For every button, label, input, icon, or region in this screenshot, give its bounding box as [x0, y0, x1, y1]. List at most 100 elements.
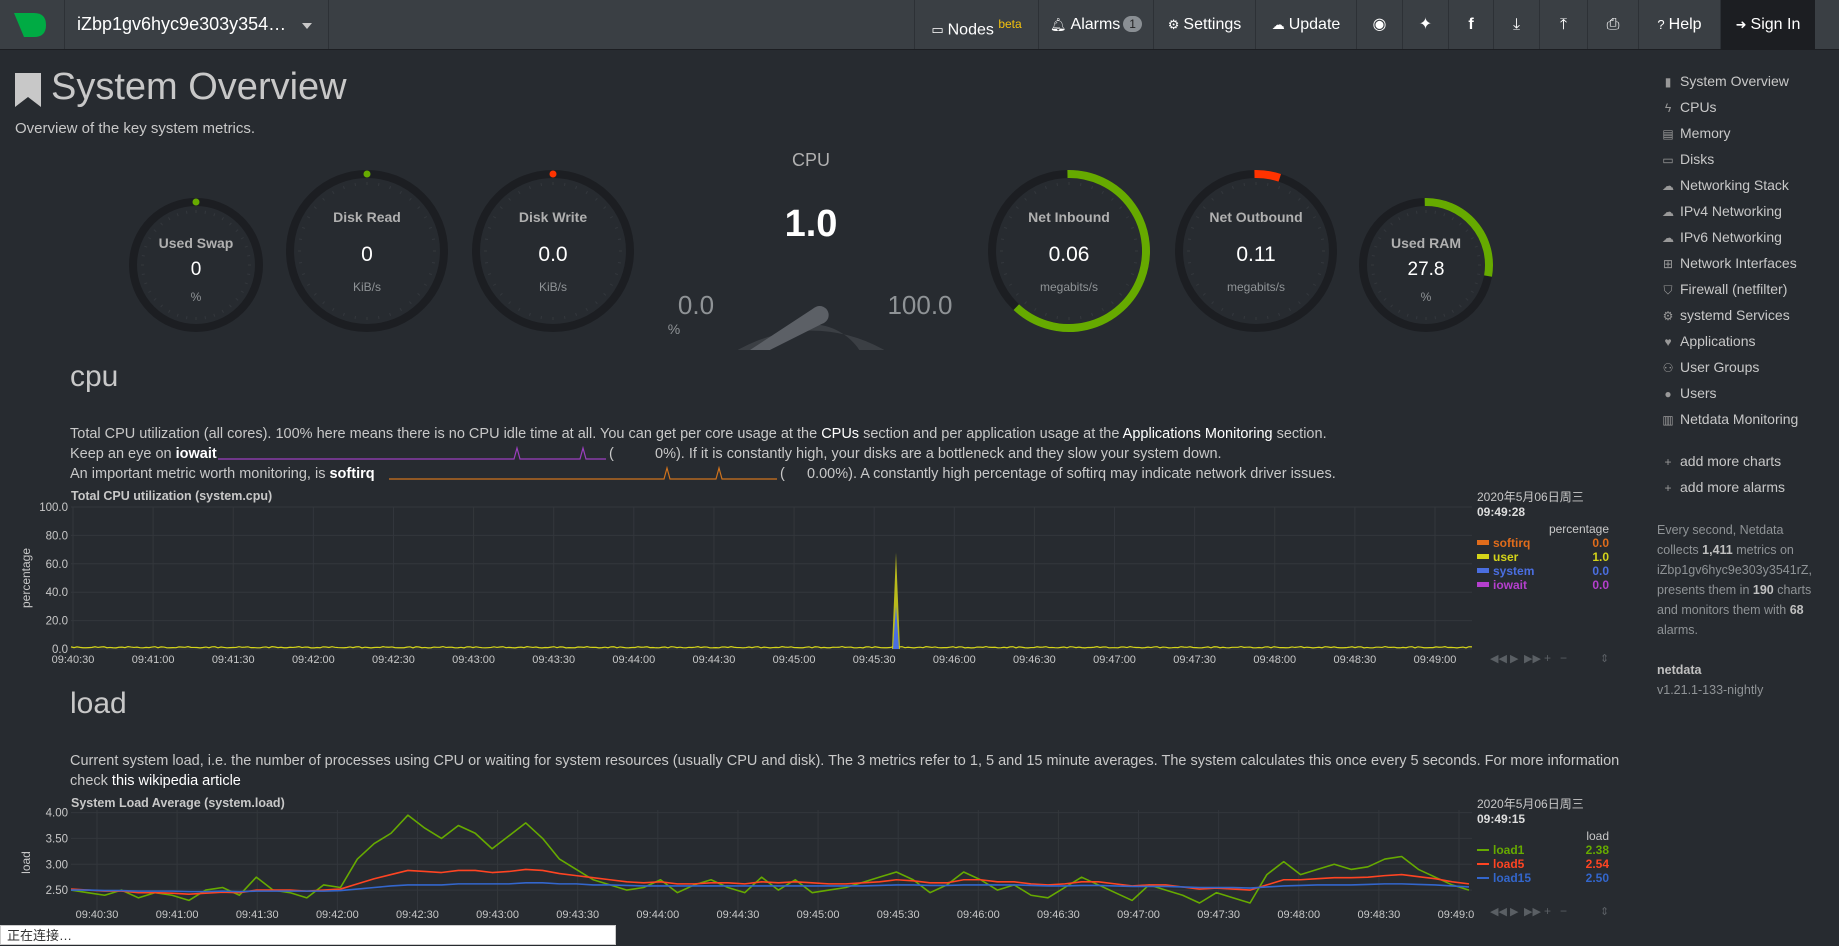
forward-icon[interactable]: ▶▶ [1524, 906, 1541, 918]
play-icon[interactable]: ▶ [1510, 906, 1519, 918]
net-inbound-gauge-label: Net Inbound [1028, 209, 1110, 225]
net-outbound-gauge-tick [1317, 273, 1322, 276]
net-outbound-gauge-tick [1298, 301, 1301, 305]
disk-read-gauge-tick [342, 185, 345, 190]
net-outbound-gauge-tick [1288, 307, 1291, 312]
forward-icon[interactable]: ▶▶ [1524, 653, 1541, 665]
cpu-legend-row-system[interactable]: system 0.0 [1477, 564, 1609, 578]
net-outbound-gauge-tick [1195, 216, 1200, 219]
disk-write-gauge-tick [563, 315, 566, 320]
legend-series-name: user [1477, 550, 1518, 564]
cpus-link[interactable]: CPUs [821, 426, 860, 442]
sidebar-item-system-overview[interactable]: ▮ System Overview [1660, 70, 1798, 96]
sidebar-item-firewall-netfilter[interactable]: ⛉ Firewall (netfilter) [1660, 278, 1798, 304]
cpu-legend-row-user[interactable]: user 1.0 [1477, 550, 1609, 564]
ram-gauge-tick [1465, 298, 1469, 301]
rewind-icon[interactable]: ◀◀ [1490, 653, 1507, 665]
resize-icon[interactable]: ⇕ [1600, 653, 1609, 665]
zoom-out-icon[interactable]: − [1560, 904, 1567, 918]
load-chart[interactable]: 4.00 3.50 3.00 2.50 09:40:30 09:41:00 09:41:30… [14, 800, 1474, 925]
cpu-legend-row-iowait[interactable]: iowait 0.0 [1477, 578, 1609, 592]
net-outbound-gauge-tick [1298, 197, 1301, 201]
print-icon: ⎙ [1606, 16, 1620, 33]
swap-gauge-tick [235, 298, 239, 301]
disk-read-gauge-tick [377, 182, 380, 187]
sidebar-version: netdata v1.21.1-133-nightly [1657, 660, 1763, 700]
net-outbound-gauge-tick [1278, 185, 1281, 190]
nodes-button[interactable]: ▭ Nodes beta [914, 0, 1038, 49]
twitter-icon: ✦ [1418, 16, 1433, 33]
download-button[interactable]: ⤓ [1493, 0, 1539, 49]
settings-button[interactable]: ⚙ Settings [1153, 0, 1255, 49]
netdata-logo-icon[interactable] [12, 12, 48, 38]
update-button[interactable]: ☁ Update [1255, 0, 1356, 49]
users-icon: ⚇ [1662, 361, 1674, 375]
net-outbound-gauge-arc [1254, 170, 1282, 182]
sidebar-item-ipv4-networking[interactable]: ☁ IPv4 Networking [1660, 200, 1798, 226]
sidebar-item-user-groups[interactable]: ⚇ User Groups [1660, 356, 1798, 382]
zoom-in-icon[interactable]: + [1544, 904, 1551, 918]
cpu-desc-text: section and per application usage at the [859, 426, 1123, 442]
ram-gauge-tick [1443, 313, 1446, 317]
cpu-chart-title: Total CPU utilization (system.cpu) [71, 489, 273, 503]
add-more-alarms-link[interactable]: + add more alarms [1660, 476, 1785, 502]
load-xtick-label: 09:41:00 [156, 909, 199, 921]
github-button[interactable]: ◉ [1356, 0, 1402, 49]
disk-write-gauge-tick [617, 238, 622, 241]
add-more-charts-link[interactable]: + add more charts [1660, 450, 1781, 476]
cpu-ytick-label: 100.0 [39, 502, 68, 514]
net-outbound-gauge-tick [1266, 182, 1269, 187]
net-inbound-gauge-tick [1111, 197, 1114, 201]
cpu-chart[interactable]: 100.0 80.0 60.0 40.0 20.0 0.009:40:30 09:41:00… [14, 495, 1474, 665]
disk-read-gauge-tick [354, 182, 357, 187]
sidebar-item-disks[interactable]: ▭ Disks [1660, 148, 1798, 174]
sidebar-item-users[interactable]: ● Users [1660, 382, 1798, 408]
sidebar-item-ipv6-networking[interactable]: ☁ IPv6 Networking [1660, 226, 1798, 252]
swap-gauge-tick [141, 273, 145, 276]
ram-gauge-tick [1406, 213, 1409, 217]
resize-icon[interactable]: ⇕ [1600, 906, 1609, 918]
wikipedia-link[interactable]: this wikipedia article [111, 773, 241, 789]
swap-gauge-tick [247, 273, 251, 276]
applications-monitoring-link[interactable]: Applications Monitoring [1122, 426, 1273, 442]
cpu-section-heading: cpu [70, 360, 119, 393]
disk-write-gauge-tick [540, 182, 543, 187]
twitter-button[interactable]: ✦ [1402, 0, 1448, 49]
cpu-legend-row-softirq[interactable]: softirq 0.0 [1477, 536, 1609, 550]
upload-button[interactable]: ⤒ [1539, 0, 1587, 49]
bell-icon: 🔔︎ [1050, 17, 1067, 32]
add-more-charts-label: add more charts [1680, 453, 1782, 469]
rewind-icon[interactable]: ◀◀ [1490, 906, 1507, 918]
load-legend-row-load5[interactable]: load5 2.54 [1477, 857, 1609, 871]
sidebar-item-label: Networking Stack [1680, 177, 1789, 193]
add-more-alarms-label: add more alarms [1680, 479, 1786, 495]
legend-series-name: iowait [1477, 578, 1527, 592]
ram-gauge-tick [1451, 309, 1454, 313]
help-button[interactable]: ? Help [1638, 0, 1720, 49]
sidebar-item-netdata-monitoring[interactable]: ▥ Netdata Monitoring [1660, 408, 1798, 434]
load-legend-row-load15[interactable]: load15 2.50 [1477, 871, 1609, 885]
sign-in-button[interactable]: ➜ Sign In [1720, 0, 1815, 49]
play-icon[interactable]: ▶ [1510, 653, 1519, 665]
sidebar-item-systemd-services[interactable]: ⚙ systemd Services [1660, 304, 1798, 330]
sidebar-item-label: systemd Services [1680, 307, 1790, 323]
facebook-button[interactable]: f [1448, 0, 1493, 49]
load-legend-row-load1[interactable]: load1 2.38 [1477, 843, 1609, 857]
sidebar-item-networking-stack[interactable]: ☁ Networking Stack [1660, 174, 1798, 200]
disk-read-gauge-tick [313, 206, 317, 209]
cpu-ytick-label: 60.0 [46, 559, 68, 571]
bookmark-icon: ▮ [1664, 75, 1672, 89]
sidebar-item-applications[interactable]: ♥ Applications [1660, 330, 1798, 356]
sidebar-item-cpus[interactable]: ϟ CPUs [1660, 96, 1798, 122]
sidebar-item-network-interfaces[interactable]: ⊞ Network Interfaces [1660, 252, 1798, 278]
softirq-sparkline [389, 465, 777, 480]
zoom-out-icon[interactable]: − [1560, 651, 1567, 665]
print-button[interactable]: ⎙ [1587, 0, 1638, 49]
zoom-in-icon[interactable]: + [1544, 651, 1551, 665]
alarms-button[interactable]: 🔔︎ Alarms 1 [1038, 0, 1153, 49]
sidebar-item-memory[interactable]: ▤ Memory [1660, 122, 1798, 148]
iowait-term: iowait [175, 446, 217, 462]
hostname-dropdown[interactable]: iZbp1gv6hyc9e303y354… [64, 0, 329, 49]
disk-read-gauge-tick [409, 197, 412, 201]
swap-gauge-value: 0 [190, 259, 202, 280]
